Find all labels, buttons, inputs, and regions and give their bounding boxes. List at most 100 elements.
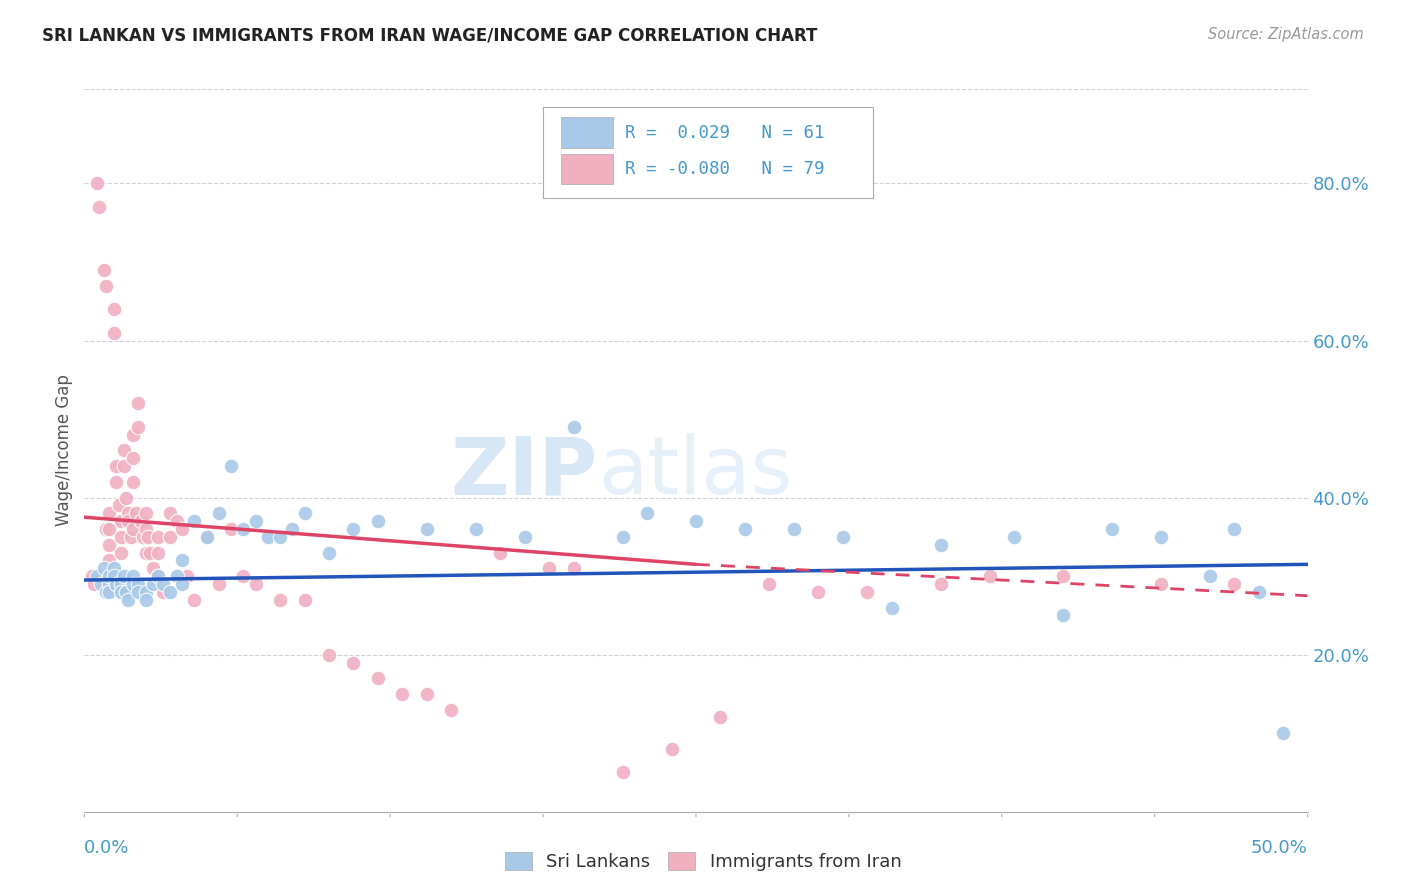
Point <box>135 522 157 536</box>
Point <box>195 530 218 544</box>
Point <box>709 710 731 724</box>
Point <box>979 569 1001 583</box>
Point <box>105 459 128 474</box>
Point <box>122 427 145 442</box>
Point <box>159 506 181 520</box>
Point <box>146 530 169 544</box>
Point <box>146 545 169 559</box>
Point <box>122 577 145 591</box>
Point <box>176 569 198 583</box>
Point <box>1052 608 1074 623</box>
Point <box>117 592 139 607</box>
Point <box>97 538 120 552</box>
Point <box>1198 569 1220 583</box>
FancyBboxPatch shape <box>561 153 613 184</box>
Point <box>97 577 120 591</box>
Point <box>489 545 512 559</box>
Point <box>318 545 340 559</box>
FancyBboxPatch shape <box>543 107 873 198</box>
Point <box>1002 530 1025 544</box>
Point <box>294 506 316 520</box>
Point <box>208 506 231 520</box>
Point <box>159 530 181 544</box>
Legend: Sri Lankans, Immigrants from Iran: Sri Lankans, Immigrants from Iran <box>498 846 908 879</box>
Point <box>110 530 132 544</box>
Point <box>1247 584 1270 599</box>
Point <box>105 577 128 591</box>
Point <box>127 420 149 434</box>
Point <box>440 703 463 717</box>
Point <box>105 475 128 489</box>
Point <box>342 656 364 670</box>
Point <box>172 553 194 567</box>
Point <box>97 522 120 536</box>
Point <box>232 569 254 583</box>
Point <box>219 459 242 474</box>
Point <box>1223 577 1246 591</box>
Point <box>1150 577 1173 591</box>
Text: 50.0%: 50.0% <box>1251 839 1308 857</box>
Point <box>122 569 145 583</box>
Point <box>125 506 148 520</box>
Point <box>97 553 120 567</box>
Point <box>807 584 830 599</box>
Text: R = -0.080   N = 79: R = -0.080 N = 79 <box>626 160 824 178</box>
Y-axis label: Wage/Income Gap: Wage/Income Gap <box>55 375 73 526</box>
Point <box>96 278 118 293</box>
Point <box>86 177 108 191</box>
Point <box>1101 522 1123 536</box>
Point <box>135 506 157 520</box>
Point <box>97 506 120 520</box>
Point <box>80 569 103 583</box>
Point <box>1223 522 1246 536</box>
Point <box>122 522 145 536</box>
Point <box>117 514 139 528</box>
Text: 0.0%: 0.0% <box>84 839 129 857</box>
Point <box>416 687 439 701</box>
Point <box>562 420 585 434</box>
Point <box>110 514 132 528</box>
Point <box>831 530 853 544</box>
Point <box>93 561 115 575</box>
Point <box>103 569 125 583</box>
Point <box>83 577 105 591</box>
Point <box>107 499 129 513</box>
Point <box>96 584 118 599</box>
Point <box>117 506 139 520</box>
Point <box>103 302 125 317</box>
Point <box>135 584 157 599</box>
FancyBboxPatch shape <box>561 118 613 148</box>
Point <box>142 561 165 575</box>
Point <box>152 584 174 599</box>
Point <box>195 530 218 544</box>
Point <box>142 577 165 591</box>
Point <box>97 584 120 599</box>
Point <box>146 569 169 583</box>
Point <box>562 561 585 575</box>
Point <box>139 545 162 559</box>
Point <box>135 592 157 607</box>
Point <box>135 545 157 559</box>
Point <box>342 522 364 536</box>
Point <box>612 530 634 544</box>
Point <box>257 530 280 544</box>
Point <box>464 522 486 536</box>
Point <box>172 577 194 591</box>
Point <box>245 577 267 591</box>
Point <box>183 514 205 528</box>
Point <box>127 584 149 599</box>
Point <box>367 514 389 528</box>
Point <box>136 530 159 544</box>
Point <box>208 577 231 591</box>
Point <box>112 569 135 583</box>
Text: ZIP: ZIP <box>451 434 598 511</box>
Point <box>513 530 536 544</box>
Point <box>166 569 188 583</box>
Point <box>112 443 135 458</box>
Point <box>612 765 634 780</box>
Point <box>96 522 118 536</box>
Point <box>183 592 205 607</box>
Point <box>294 592 316 607</box>
Point <box>86 569 108 583</box>
Point <box>661 742 683 756</box>
